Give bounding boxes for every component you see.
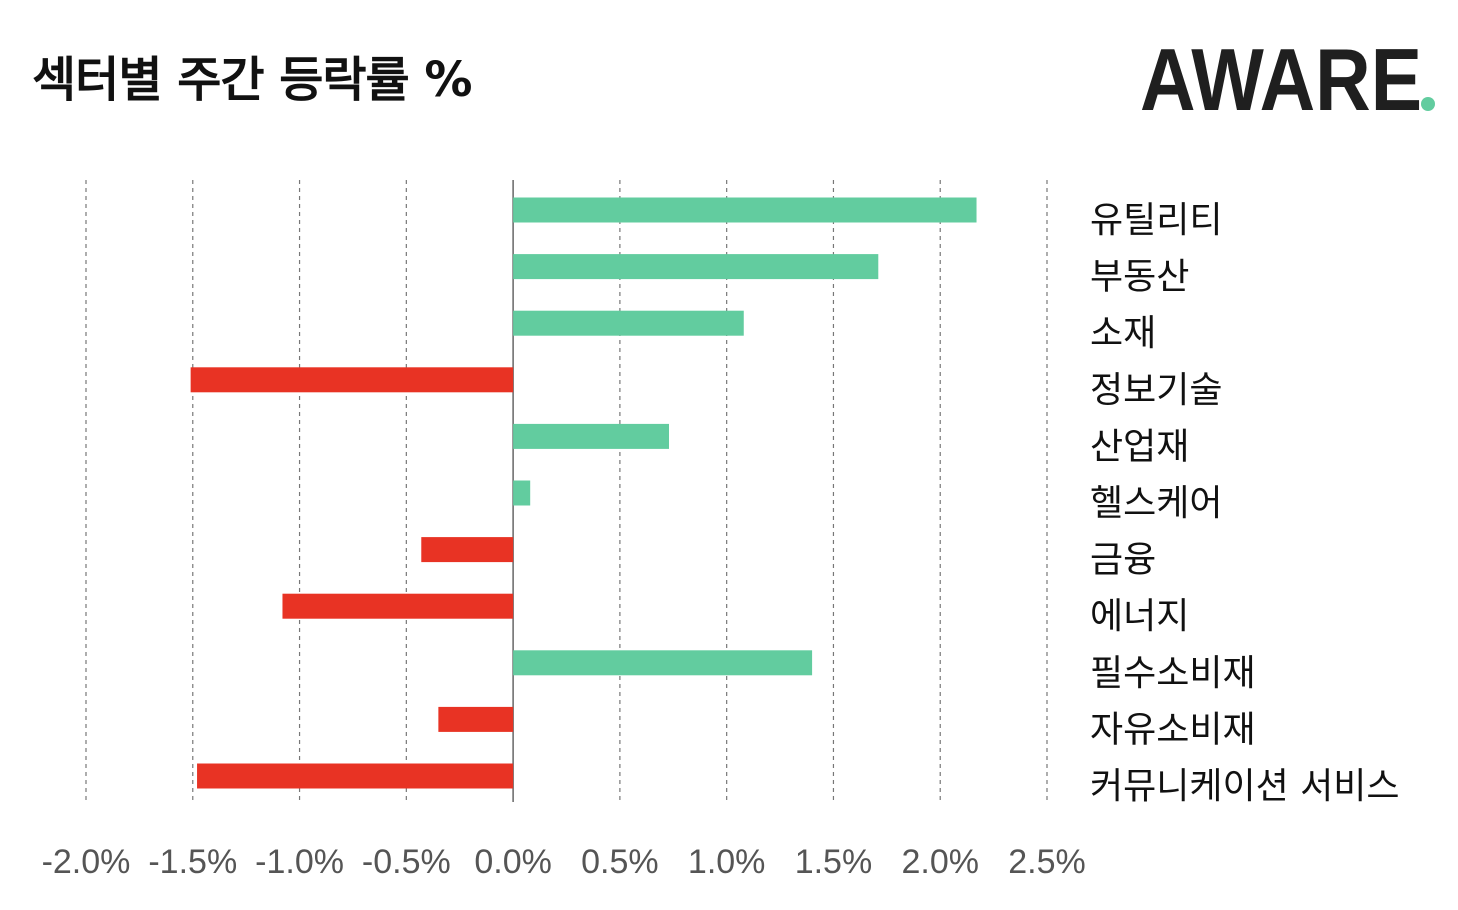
category-label: 에너지 [1090,596,1189,637]
category-label: 필수소비재 [1090,653,1256,694]
x-tick-label: 2.5% [1008,843,1086,881]
x-tick-label: 0.0% [474,843,552,881]
x-tick-label: 1.0% [688,843,766,881]
bar [421,537,514,563]
category-label: 부동산 [1090,257,1189,298]
category-label: 자유소비재 [1090,709,1256,750]
bars [190,197,977,789]
bar [513,254,879,280]
category-label: 커뮤니케이션 서비스 [1090,766,1400,807]
category-label: 산업재 [1090,426,1189,467]
category-label: 유틸리티 [1090,200,1222,241]
category-label: 소재 [1090,313,1156,354]
category-label: 헬스케어 [1090,483,1222,524]
bar [513,650,813,676]
chart-title: 섹터별 주간 등락률 % [32,52,473,108]
bar [513,423,670,449]
bar [513,480,531,506]
x-tick-label: 0.5% [581,843,659,881]
bar [197,763,514,789]
bar [513,310,744,336]
svg-text:AWARE: AWARE [1140,36,1422,118]
category-label: 금융 [1090,540,1156,581]
x-tick-label: 2.0% [901,843,979,881]
bar [513,197,977,223]
bar [282,593,514,619]
x-tick-label: -0.5% [362,843,451,881]
x-axis-ticks: -2.0% -1.5% -1.0% -0.5% 0.0% 0.5% 1.0% 1.5% 2.0%… [42,843,1086,881]
x-tick-label: -2.0% [42,843,131,881]
x-tick-label: 1.5% [795,843,873,881]
bar [190,367,514,393]
category-labels: 유틸리티부동산소재정보기술산업재헬스케어금융에너지필수소비재자유소비재커뮤니케이… [1090,200,1400,807]
x-tick-label: -1.5% [148,843,237,881]
category-label: 정보기술 [1090,370,1222,411]
aware-logo: AWARE [1140,36,1435,118]
bar [438,706,514,732]
x-tick-label: -1.0% [255,843,344,881]
